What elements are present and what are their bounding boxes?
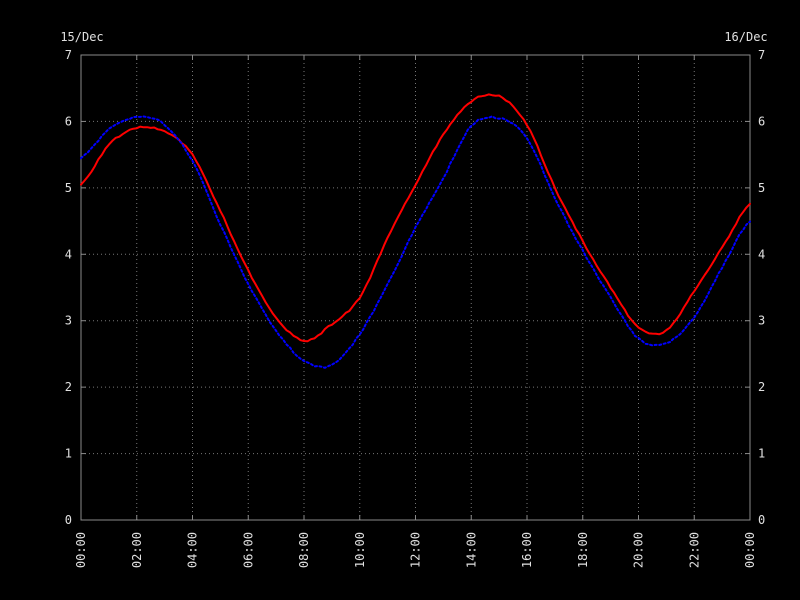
x-tick-label: 08:00	[297, 532, 311, 568]
y-tick-label-left: 1	[65, 447, 72, 461]
y-tick-label-right: 4	[758, 247, 765, 261]
series-layer	[80, 93, 751, 369]
y-tick-label-right: 1	[758, 447, 765, 461]
y-tick-label-right: 3	[758, 314, 765, 328]
axis-label-layer: 0 0 1 1 2 2 3 3 4 4 5 5 6 6 7 7 00:00 02:00 04:00 06:00 08:0…	[65, 48, 765, 568]
y-tick-label-left: 4	[65, 247, 72, 261]
date-label-right: 16/Dec	[724, 30, 767, 44]
blue-curve	[80, 115, 751, 369]
y-tick-label-right: 7	[758, 48, 765, 62]
y-tick-label-left: 6	[65, 114, 72, 128]
x-tick-label: 02:00	[130, 532, 144, 568]
y-tick-label-right: 5	[758, 181, 765, 195]
x-tick-label: 10:00	[353, 532, 367, 568]
date-label-left: 15/Dec	[60, 30, 103, 44]
grid-layer	[81, 55, 750, 520]
x-tick-label: 18:00	[576, 532, 590, 568]
x-tick-label: 16:00	[520, 532, 534, 568]
y-tick-label-left: 7	[65, 48, 72, 62]
x-tick-label: 00:00	[743, 532, 757, 568]
y-tick-label-right: 6	[758, 114, 765, 128]
red-curve	[80, 93, 751, 343]
y-tick-label-left: 5	[65, 181, 72, 195]
y-tick-label-left: 2	[65, 380, 72, 394]
y-tick-label-left: 3	[65, 314, 72, 328]
y-tick-label-left: 0	[65, 513, 72, 527]
x-tick-label: 22:00	[687, 532, 701, 568]
y-tick-label-right: 0	[758, 513, 765, 527]
x-tick-label: 14:00	[464, 532, 478, 568]
x-tick-label: 12:00	[409, 532, 423, 568]
x-tick-label: 04:00	[186, 532, 200, 568]
x-tick-label: 00:00	[74, 532, 88, 568]
y-tick-label-right: 2	[758, 380, 765, 394]
x-tick-label: 06:00	[241, 532, 255, 568]
axis-layer	[80, 54, 751, 521]
x-tick-label: 20:00	[632, 532, 646, 568]
